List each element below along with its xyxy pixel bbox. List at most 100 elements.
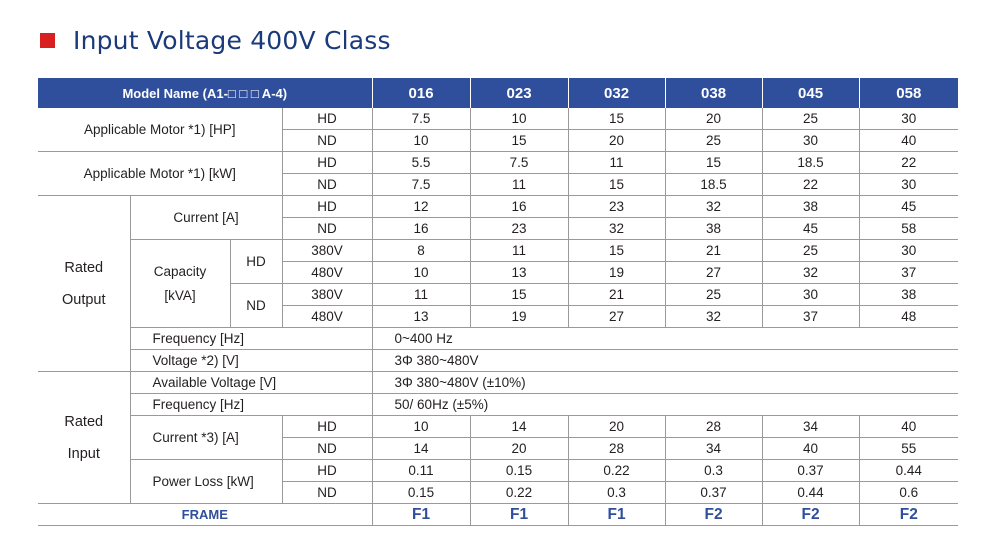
table-cell: 30: [761, 129, 860, 152]
table-cell: 32: [567, 217, 666, 240]
table-cell: 19: [469, 305, 569, 328]
table-row: ND 10 15 20 25 30 40: [38, 129, 959, 152]
table-cell: 15: [567, 173, 666, 196]
table-row: Rated Output Current [A] HD 12 16 23 32 …: [38, 195, 959, 372]
table-cell: 10: [371, 261, 471, 284]
model-016: 016: [371, 78, 471, 108]
input-frequency-value: 50/ 60Hz (±5%): [371, 393, 959, 416]
table-cell: 20: [664, 108, 763, 130]
hd-label: HD: [281, 415, 373, 438]
frame-cell: F1: [371, 503, 471, 526]
capacity-nd-label: ND: [229, 283, 282, 328]
table-cell: 10: [371, 415, 471, 438]
table-cell: 38: [858, 283, 959, 306]
table-cell: 15: [469, 283, 569, 306]
model-045: 045: [761, 78, 860, 108]
title-square-icon: [40, 32, 55, 48]
table-cell: 45: [761, 217, 860, 240]
capacity-label: Capacity [kVA]: [129, 239, 230, 328]
table-cell: 7.5: [371, 173, 471, 196]
table-cell: 7.5: [371, 108, 471, 130]
table-cell: 20: [567, 129, 666, 152]
frame-cell: F1: [469, 503, 569, 526]
nd-label: ND: [281, 173, 373, 196]
nd-label: ND: [281, 481, 373, 504]
table-row: Current *3) [A] HD 10 14 20 28 34 40: [38, 415, 959, 460]
table-cell: 21: [567, 283, 666, 306]
page-title-bar: Input Voltage 400V Class: [40, 25, 391, 55]
table-cell: 37: [858, 261, 959, 284]
table-cell: 16: [469, 195, 569, 218]
table-cell: 48: [858, 305, 959, 328]
input-frequency-label: Frequency [Hz]: [129, 393, 373, 416]
rated-output-line-2: Output: [61, 291, 106, 308]
output-voltage-label: Voltage *2) [V]: [129, 349, 373, 372]
table-cell: 11: [371, 283, 471, 306]
table-cell: 38: [664, 217, 763, 240]
table-cell: 15: [469, 129, 569, 152]
table-cell: 40: [858, 415, 959, 438]
header-row: Model Name (A1-□ □ □ A-4) 016 023 032 03…: [38, 78, 959, 108]
model-name-header: Model Name (A1-□ □ □ A-4): [38, 78, 373, 108]
hd-label: HD: [281, 195, 373, 218]
rated-output-line-1: Rated: [64, 259, 104, 276]
frame-cell: F2: [761, 503, 860, 526]
table-cell: 0.15: [371, 481, 471, 504]
table-row: ND 16 23 32 38 45 58: [38, 217, 959, 240]
table-cell: 55: [858, 437, 959, 460]
table-cell: 28: [567, 437, 666, 460]
model-058: 058: [858, 78, 959, 108]
table-cell: 45: [858, 195, 959, 218]
table-cell: 15: [567, 108, 666, 130]
available-voltage-label: Available Voltage [V]: [129, 371, 373, 394]
table-cell: 5.5: [371, 151, 471, 174]
table-cell: 32: [664, 195, 763, 218]
table-cell: 58: [858, 217, 959, 240]
table-cell: 21: [664, 239, 763, 262]
hd-label: HD: [281, 459, 373, 482]
table-row: 480V 13 19 27 32 37 48: [38, 305, 959, 328]
table-row: Rated Input Available Voltage [V] 3Φ 380…: [38, 371, 959, 504]
table-cell: 22: [761, 173, 860, 196]
table-row: ND 380V 11 15 21 25 30 38: [38, 283, 959, 328]
output-frequency-value: 0~400 Hz: [371, 327, 959, 350]
table-row: Applicable Motor *1) [HP] HD 7.5 10 15 2…: [38, 108, 959, 152]
table-cell: 18.5: [664, 173, 763, 196]
available-voltage-value: 3Φ 380~480V (±10%): [371, 371, 959, 394]
table-cell: 0.44: [761, 481, 860, 504]
input-current-label: Current *3) [A]: [129, 415, 282, 460]
table-cell: 0.37: [664, 481, 763, 504]
table-cell: 14: [371, 437, 471, 460]
table-cell: 11: [567, 151, 666, 174]
voltage-480-label: 480V: [281, 305, 373, 328]
nd-label: ND: [281, 217, 373, 240]
table-cell: 18.5: [761, 151, 860, 174]
table-row: Capacity [kVA] HD 380V 8 11 15 21 25 30: [38, 239, 959, 328]
table-cell: 34: [664, 437, 763, 460]
table-row: Applicable Motor *1) [kW] HD 5.5 7.5 11 …: [38, 151, 959, 196]
output-frequency-label: Frequency [Hz]: [129, 327, 373, 350]
model-038: 038: [664, 78, 763, 108]
table-cell: 25: [664, 129, 763, 152]
table-cell: 0.3: [664, 459, 763, 482]
frame-cell: F2: [858, 503, 959, 526]
table-cell: 8: [371, 239, 471, 262]
table-cell: 14: [469, 415, 569, 438]
rated-input-label: Rated Input: [38, 371, 130, 504]
frame-label: FRAME: [38, 503, 373, 526]
hd-label: HD: [281, 108, 373, 130]
rated-input-line-2: Input: [67, 445, 100, 462]
table-row: ND 7.5 11 15 18.5 22 30: [38, 173, 959, 196]
page-title: Input Voltage 400V Class: [73, 25, 391, 55]
table-cell: 22: [858, 151, 959, 174]
table-cell: 10: [469, 108, 569, 130]
table-row: Voltage *2) [V] 3Φ 380~480V: [38, 349, 959, 372]
table-cell: 20: [469, 437, 569, 460]
table-cell: 30: [858, 239, 959, 262]
table-cell: 32: [664, 305, 763, 328]
applicable-motor-hp-label: Applicable Motor *1) [HP]: [38, 108, 282, 152]
table-cell: 7.5: [469, 151, 569, 174]
frame-cell: F2: [664, 503, 763, 526]
table-row: 480V 10 13 19 27 32 37: [38, 261, 959, 284]
table-cell: 20: [567, 415, 666, 438]
